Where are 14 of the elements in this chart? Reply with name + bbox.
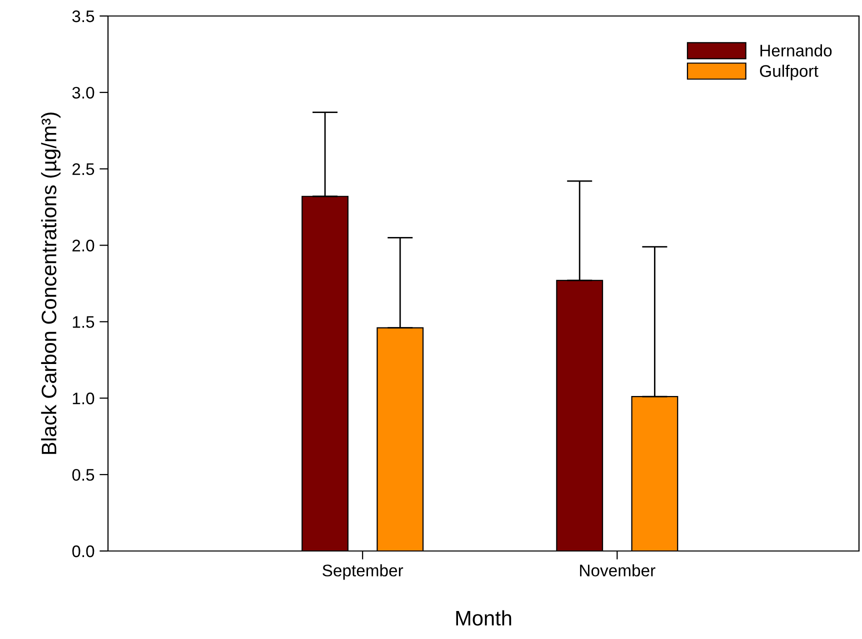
legend-label: Gulfport: [760, 64, 818, 80]
y-tick-label: 2.5: [72, 163, 94, 176]
y-axis-title: Black Carbon Concentrations (µg/m³): [41, 112, 61, 454]
y-tick-label: 3.0: [72, 86, 94, 99]
y-tick-label: 0.5: [72, 468, 94, 481]
y-tick-label: 1.0: [72, 392, 94, 404]
x-axis-title: Month: [456, 610, 512, 626]
y-tick-label: 0.0: [72, 545, 94, 558]
x-tick-label: September: [322, 564, 404, 580]
x-tick-label: November: [580, 564, 656, 576]
y-tick-label: 2.0: [72, 240, 94, 252]
y-tick-label: 3.5: [72, 10, 94, 22]
legend-label: Hernando: [760, 44, 832, 56]
y-tick-label: 1.5: [72, 316, 94, 328]
